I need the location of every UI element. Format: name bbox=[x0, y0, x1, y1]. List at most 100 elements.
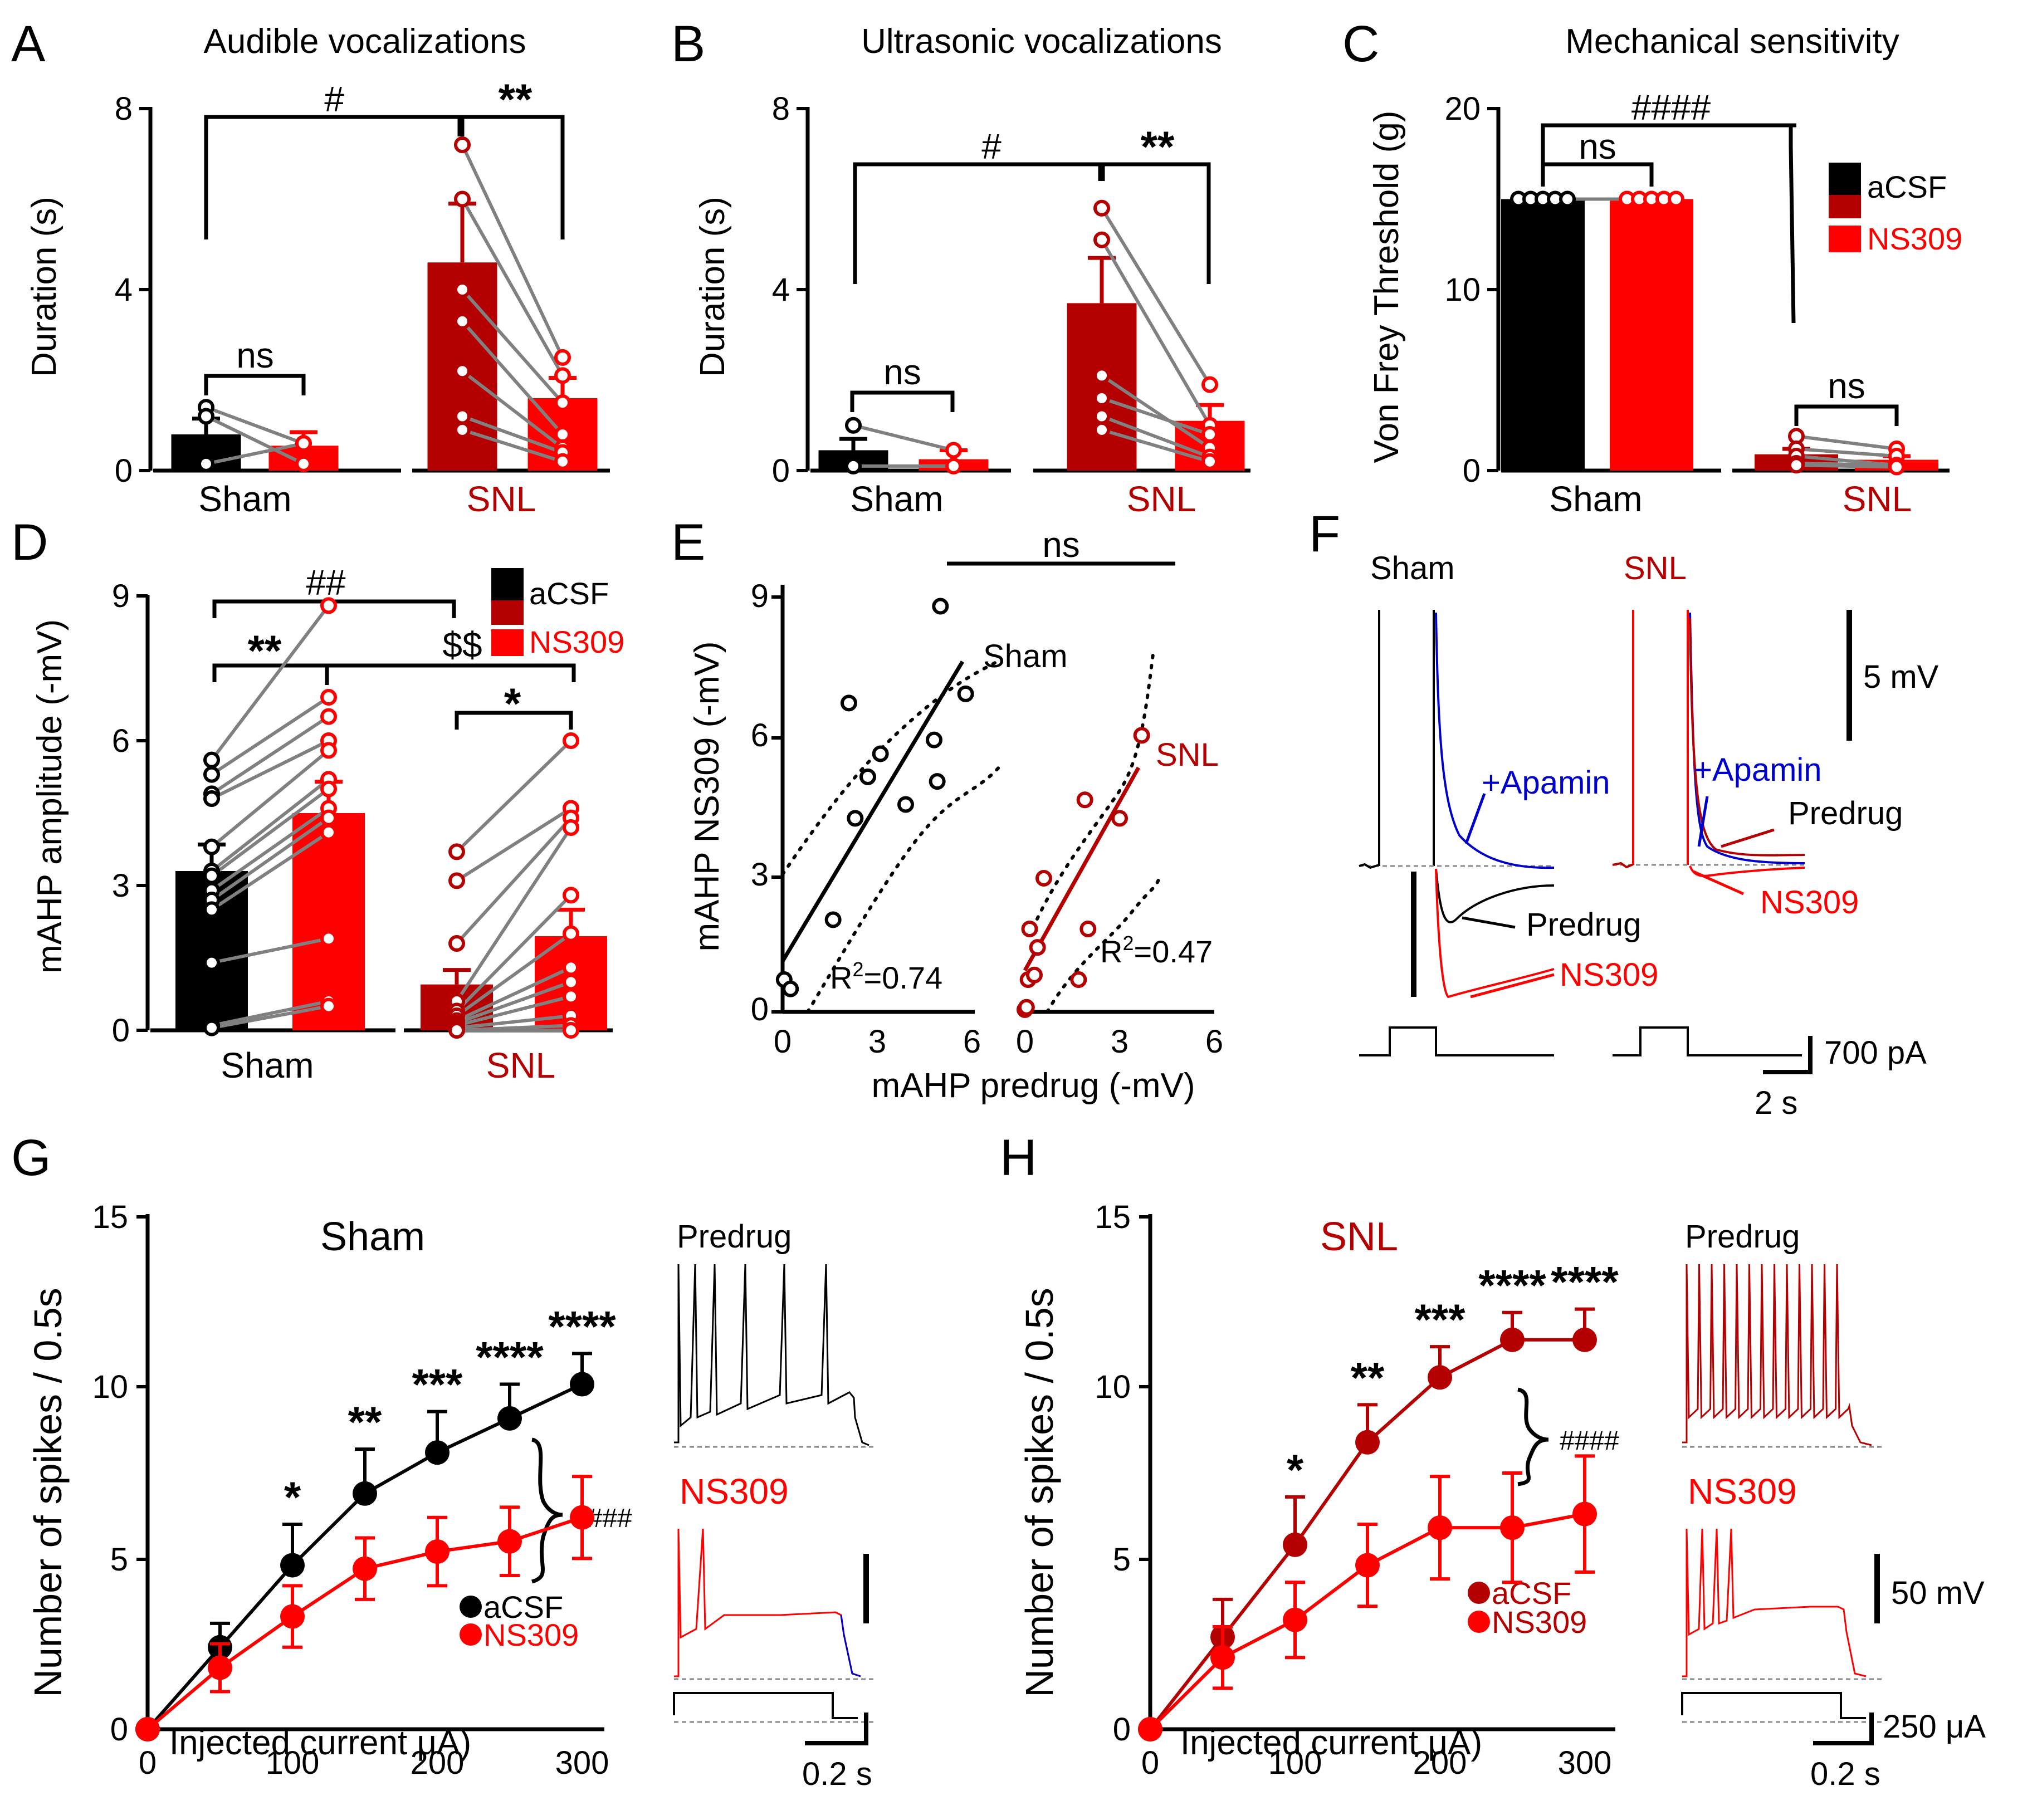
panel-a-point-sham-ns309-2 bbox=[295, 435, 312, 452]
panel-e-point-snl-9 bbox=[1079, 921, 1097, 937]
panel-g-xtick-label-300: 300 bbox=[555, 1745, 609, 1781]
panel-e-point-sham-3 bbox=[841, 694, 857, 712]
panel-a-bracket-hash bbox=[204, 115, 462, 239]
panel-h-point-ns309-1 bbox=[1210, 1645, 1235, 1670]
panel-h-brace bbox=[1517, 1387, 1549, 1486]
panel-h-legend-ns309-dot bbox=[1468, 1611, 1490, 1633]
panel-c-bracket-snl bbox=[1794, 404, 1899, 426]
panel-e-fit-snl bbox=[1023, 766, 1141, 972]
panel-d-point-sham-ns309-4 bbox=[320, 742, 337, 759]
panel-a-point-sham-ns309-1 bbox=[295, 455, 312, 472]
panel-b-point-snl-acsf-4 bbox=[1093, 408, 1110, 425]
panel-e-point-sham-11 bbox=[957, 685, 974, 702]
panel-h-point-ns309-4 bbox=[1428, 1515, 1452, 1540]
panel-d-point-sham-ns309-0 bbox=[320, 597, 337, 614]
panel-g-point-ns309-4 bbox=[425, 1539, 450, 1564]
panel-f-snl-predrug-pointer bbox=[1721, 828, 1775, 848]
panel-e-xlabel: mAHP predrug (-mV) bbox=[871, 1066, 1195, 1105]
panel-e-snl-label: SNL bbox=[1156, 737, 1219, 773]
panel-f-sham-traces: +Apamin Predrug NS309 bbox=[1359, 610, 1658, 1056]
panel-g-trace-ns309 bbox=[674, 1528, 861, 1677]
panel-h: H SNL Number of spikes / 0.5s Injected c… bbox=[1000, 1129, 1986, 1792]
panel-e-sig-ns: ns bbox=[1042, 525, 1080, 565]
panel-f-sham-pre-noise bbox=[1359, 863, 1380, 869]
panel-c-bar-sham-acsf bbox=[1501, 199, 1585, 471]
panel-g-point-acsf-3 bbox=[353, 1481, 377, 1506]
panel-g-scale-time-bar bbox=[805, 1713, 868, 1745]
panel-c-bracket-hash-right bbox=[1543, 123, 1796, 324]
panel-d-group-snl: SNL bbox=[486, 1045, 556, 1085]
panel-g-sig-point-3: ** bbox=[348, 1397, 382, 1446]
panel-e-point-snl-11 bbox=[1133, 727, 1150, 744]
panel-g-trace-ns309-label: NS309 bbox=[680, 1471, 789, 1511]
panel-g-xtick-label-100: 100 bbox=[266, 1745, 320, 1781]
panel-a-point-sham-acsf-2 bbox=[198, 455, 214, 472]
panel-d-pair-line-snl-1 bbox=[456, 806, 572, 882]
panel-d-point-snl-ns309-8 bbox=[563, 988, 579, 1005]
panel-d-point-sham-acsf-10 bbox=[203, 954, 220, 971]
panel-h-scale-mv-label: 50 mV bbox=[1891, 1575, 1985, 1611]
panel-g-point-acsf-6 bbox=[570, 1372, 594, 1397]
panel-e-xtick-snl-6: 6 bbox=[1205, 1024, 1223, 1060]
panel-d-bracket-sham bbox=[212, 663, 576, 682]
panel-h-point-acsf-4 bbox=[1428, 1365, 1452, 1390]
panel-b-point-snl-acsf-0 bbox=[1093, 199, 1110, 217]
panel-a-bracket-snl bbox=[460, 115, 565, 239]
panel-c-ytick-label-0: 0 bbox=[1463, 453, 1481, 489]
panel-h-point-ns309-6 bbox=[1572, 1501, 1597, 1527]
panel-h-sig-point-6: **** bbox=[1551, 1258, 1619, 1307]
panel-b-pair-line-snl-2 bbox=[1101, 374, 1211, 449]
panel-d-pair-line-sham-7 bbox=[211, 806, 330, 892]
panel-b-bracket-sham bbox=[850, 390, 955, 412]
panel-f-sham-predrug-pointer bbox=[1462, 916, 1516, 929]
panel-h-ytick-label-0: 0 bbox=[1113, 1711, 1131, 1748]
panel-d-point-sham-acsf-6 bbox=[203, 867, 220, 884]
panel-d-ylabel: mAHP amplitude (-mV) bbox=[31, 619, 69, 973]
panel-b-point-snl-ns309-5 bbox=[1201, 453, 1218, 470]
panel-d-legend-ns309: NS309 bbox=[529, 624, 624, 659]
panel-g-sig-point-6: **** bbox=[548, 1302, 616, 1351]
panel-e-ytick-label-3: 3 bbox=[751, 857, 769, 893]
panel-d-pair-line-sham-1 bbox=[211, 696, 330, 776]
panel-a-pair-line-snl-5 bbox=[461, 414, 564, 454]
panel-b-pair-line-sham-0 bbox=[853, 423, 954, 452]
panel-d-pair-line-snl-4 bbox=[455, 894, 573, 1012]
panel-c: C Mechanical sensitivity Von Frey Thresh… bbox=[1342, 16, 1962, 519]
panel-e-xtick-sham-0: 0 bbox=[774, 1024, 792, 1060]
panel-c-ytick-label-10: 10 bbox=[1444, 272, 1481, 308]
panel-d-legend-acsf: aCSF bbox=[529, 576, 609, 611]
panel-h-sig-between: #### bbox=[1560, 1426, 1619, 1456]
panel-d-point-snl-acsf-0 bbox=[448, 843, 465, 860]
panel-e-sham-ci-upper bbox=[781, 660, 999, 876]
panel-g-sig-point-2: * bbox=[284, 1472, 301, 1521]
panel-e-r2-sham-sup: 2 bbox=[852, 958, 863, 981]
panel-f-sham-ns309-pointer bbox=[1470, 973, 1555, 999]
panel-a-pair-line-sham-2 bbox=[206, 442, 304, 466]
panel-d-pair-line-snl-7 bbox=[456, 980, 572, 1025]
panel-d-ytick-label-9: 9 bbox=[112, 578, 130, 614]
panel-a-point-snl-acsf-2 bbox=[454, 281, 471, 298]
panel-d-pair-line-snl-2 bbox=[455, 816, 573, 945]
panel-letter-e: E bbox=[671, 514, 705, 571]
panel-e-point-snl-4 bbox=[1026, 966, 1043, 984]
panel-h-legend-acsf-dot bbox=[1468, 1582, 1490, 1604]
panel-d-sig-sham: ** bbox=[248, 626, 282, 675]
panel-e-fit-sham bbox=[780, 661, 965, 962]
panel-d-legend-acsf-snl-swatch bbox=[491, 600, 524, 625]
panel-d-bracket-snl bbox=[455, 711, 573, 730]
panel-c-pair-line-snl-3 bbox=[1796, 462, 1897, 467]
panel-a-pair-line-sham-0 bbox=[205, 405, 305, 446]
panel-b-point-snl-acsf-3 bbox=[1093, 390, 1110, 407]
panel-h-scale-ua-label: 250 μA bbox=[1883, 1709, 1986, 1745]
panel-e-ylabel: mAHP NS309 (-mV) bbox=[688, 642, 726, 952]
panel-f-sham-predrug-trace bbox=[1435, 868, 1555, 923]
panel-a-pair-line-snl-0 bbox=[461, 144, 564, 359]
panel-b-point-snl-acsf-5 bbox=[1093, 421, 1110, 438]
panel-f-sham-ns309-trace bbox=[1435, 868, 1555, 999]
panel-h-ytick-label-5: 5 bbox=[1113, 1542, 1131, 1578]
panel-g-ylabel: Number of spikes / 0.5s bbox=[26, 1288, 70, 1697]
panel-f-snl-ns309-label: NS309 bbox=[1760, 884, 1859, 921]
panel-e-r2-sham-r: R bbox=[830, 960, 852, 995]
panel-b-pair-line-snl-1 bbox=[1100, 239, 1211, 427]
